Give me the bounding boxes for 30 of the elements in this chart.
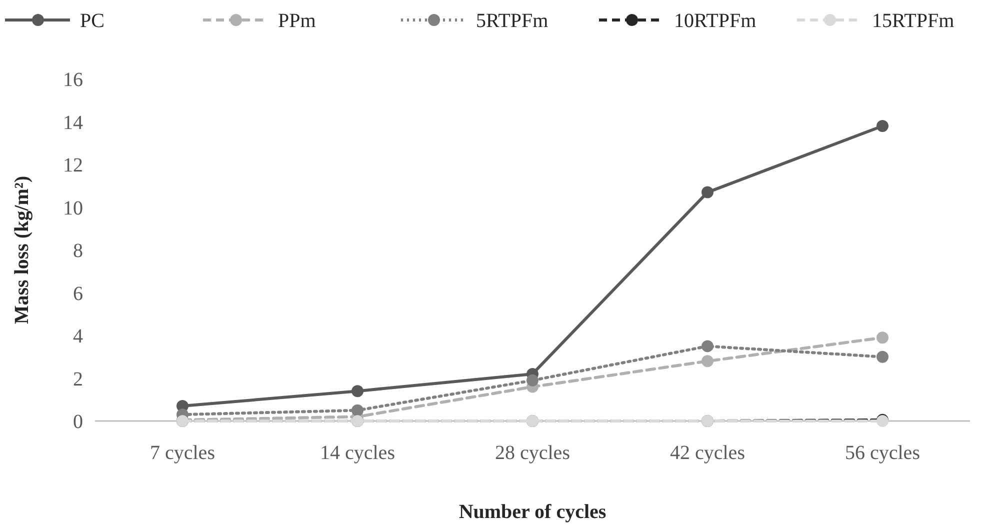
point (702, 340, 714, 352)
y-tick-label: 0 (73, 411, 83, 433)
point (876, 332, 888, 344)
point (876, 120, 888, 132)
legend-label: 10RTPFm (674, 10, 757, 32)
point (526, 374, 538, 386)
point (876, 350, 888, 363)
point (352, 404, 364, 416)
y-tick-label: 4 (73, 326, 83, 348)
legend-label: PPm (278, 10, 316, 32)
x-axis-title: Number of cycles (458, 501, 606, 523)
x-tick-label: 42 cycles (670, 442, 746, 464)
legend-label: 5RTPFm (476, 10, 549, 32)
y-tick-label: 16 (63, 69, 83, 91)
y-tick-label: 2 (73, 368, 83, 390)
y-tick-label: 12 (63, 154, 83, 176)
y-tick-label: 10 (63, 197, 83, 220)
x-tick-label: 28 cycles (495, 442, 570, 464)
y-tick-label: 14 (63, 112, 83, 134)
y-tick-label: 8 (73, 240, 83, 262)
y-tick-label: 6 (73, 282, 83, 305)
x-tick-label: 7 cycles (150, 442, 216, 464)
x-tick-label: 14 cycles (320, 442, 396, 464)
point (702, 186, 714, 198)
y-axis-title: Mass loss (kg/m²) (11, 176, 33, 324)
legend-label: PC (80, 10, 104, 32)
point (352, 385, 364, 398)
x-tick-label: 56 cycles (845, 442, 920, 464)
legend-label: 15RTPFm (872, 10, 955, 32)
point (702, 355, 714, 368)
